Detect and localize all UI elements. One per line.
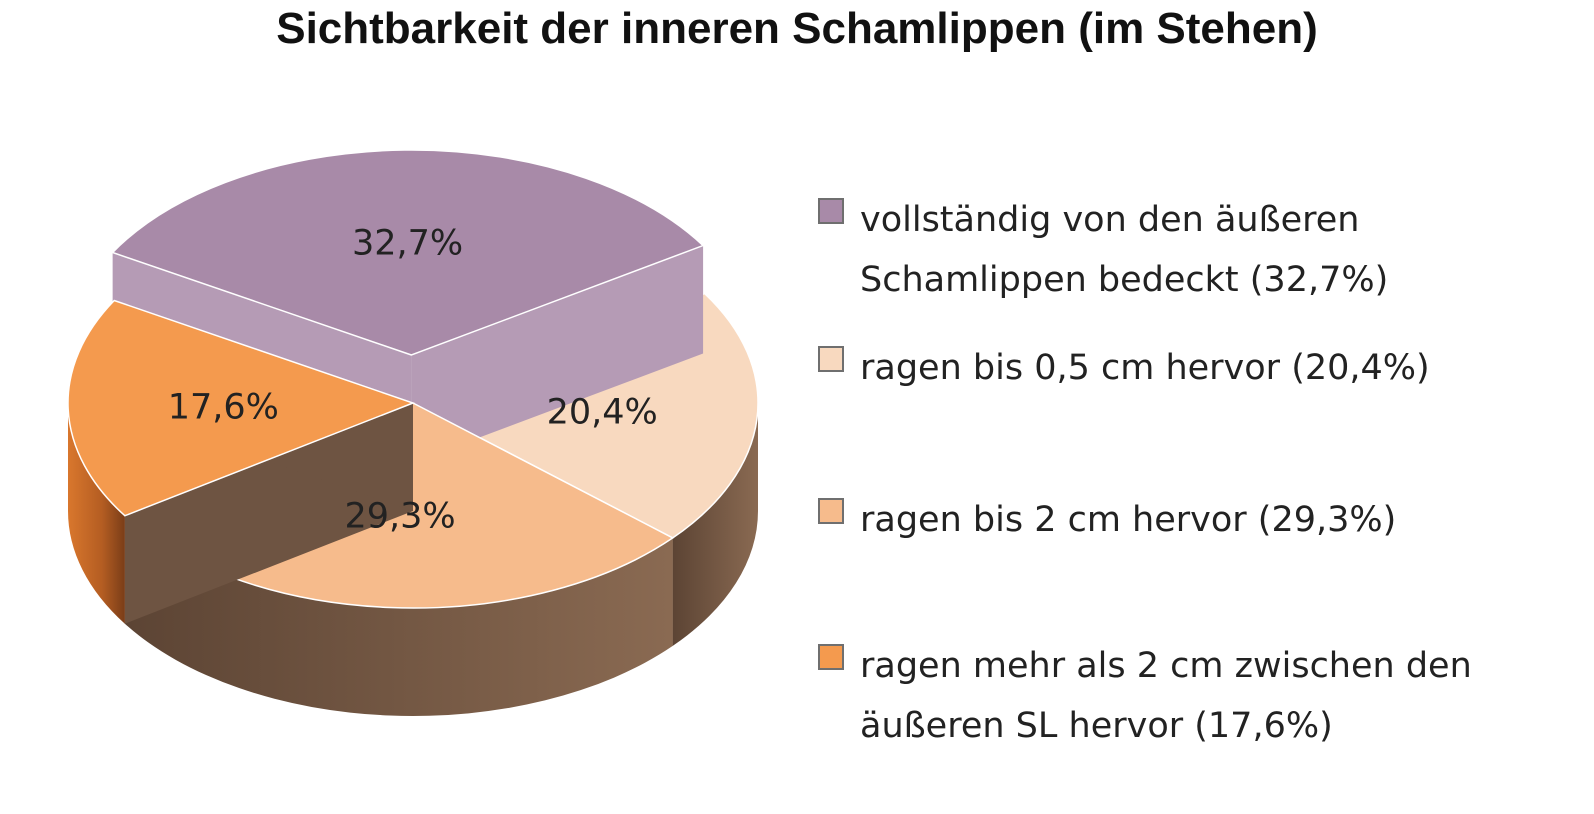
pie-slice-more-than-2-cm xyxy=(67,299,416,624)
pie-slice-wall-completely-covered-1 xyxy=(411,245,704,464)
pie-slices xyxy=(67,149,759,716)
data-label-more-than-2-cm: 17,6% xyxy=(168,387,279,427)
data-label-completely-covered: 32,7% xyxy=(352,223,463,263)
pie-slice-rim-up-to-0-5-cm xyxy=(672,403,758,646)
chart-title: Sichtbarkeit der inneren Schamlippen (im… xyxy=(276,4,1318,53)
pie-slice-labels: 20,4% 32,7% 29,3% 17,6% xyxy=(168,223,658,536)
pie-slice-top-completely-covered xyxy=(111,149,705,356)
pie-slice-rim-more-than-2-cm xyxy=(68,403,125,624)
data-label-up-to-0-5-cm: 20,4% xyxy=(547,393,658,433)
data-label-up-to-2-cm: 29,3% xyxy=(345,497,456,537)
pie-slice-top-more-than-2-cm xyxy=(67,299,416,517)
pie-slice-rim-up-to-2-cm xyxy=(124,515,673,716)
